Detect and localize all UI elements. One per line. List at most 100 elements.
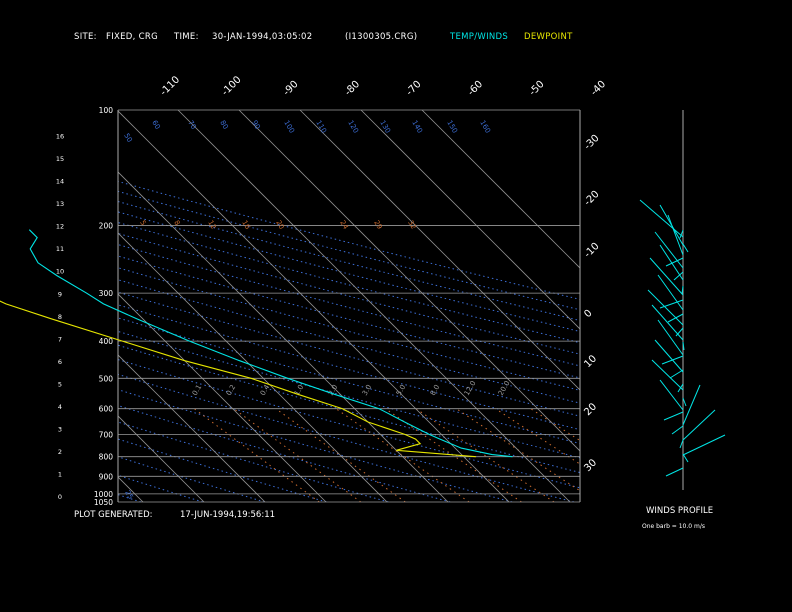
theta-e-label: 24 xyxy=(338,219,350,231)
data-series xyxy=(0,229,513,458)
mixing-ratio-line xyxy=(456,408,580,492)
theta-label: 130 xyxy=(378,119,392,135)
dry-adiabat-line xyxy=(118,405,451,502)
wind-barb xyxy=(654,231,684,269)
dewpoint-line xyxy=(0,300,476,458)
isotherm-line xyxy=(0,110,21,502)
theta-e-label: 20 xyxy=(274,219,285,231)
wind-barb-flag xyxy=(663,411,684,421)
wind-barb xyxy=(682,384,701,426)
height-label: 3 xyxy=(58,425,62,433)
wind-barb-flag xyxy=(665,257,684,267)
dry-adiabat-line xyxy=(118,190,580,311)
wind-profile xyxy=(639,199,726,477)
wind-barb-flag xyxy=(671,425,684,435)
pressure-label: 600 xyxy=(99,405,114,414)
pressure-label: 400 xyxy=(99,337,114,346)
wind-barb xyxy=(647,289,684,326)
isotherm-line xyxy=(118,232,388,502)
wind-barb xyxy=(654,339,684,373)
right-temp-label: 30 xyxy=(582,457,599,474)
dry-adiabat-line xyxy=(118,211,580,333)
theta-label: 60 xyxy=(150,119,161,131)
dry-adiabat-line xyxy=(118,291,580,417)
legend-temp-winds: TEMP/WINDS xyxy=(450,32,509,42)
mixing-ratio-label: 20.0 xyxy=(497,379,512,397)
right-temp-label: 10 xyxy=(582,353,599,370)
theta-label: 120 xyxy=(346,119,360,135)
wind-barb-flag xyxy=(675,327,684,337)
theta-label: 100 xyxy=(282,119,296,135)
wind-barb-flag xyxy=(679,229,684,239)
isotherm-line xyxy=(118,171,449,502)
wind-barb xyxy=(651,304,684,341)
dry-adiabat-line xyxy=(118,474,203,502)
dry-adiabat-line xyxy=(118,359,580,489)
right-temp-label: -20 xyxy=(582,189,601,208)
wind-barb-flag xyxy=(669,369,684,379)
dry-adiabat-line xyxy=(118,267,580,391)
site-value: FIXED, CRG xyxy=(106,32,158,42)
height-label: 14 xyxy=(56,178,64,186)
isotherm-line xyxy=(238,110,580,452)
isotherm-line xyxy=(118,354,266,502)
isotherm-line xyxy=(421,110,580,269)
isotherm-line xyxy=(177,110,571,502)
mixing-ratio-label: 12.0 xyxy=(463,379,478,397)
theta-e-label: 29 xyxy=(372,219,383,231)
pressure-label: 300 xyxy=(99,289,114,298)
top-temp-label: -70 xyxy=(404,79,423,98)
wind-barb-flag xyxy=(677,383,684,393)
pressure-label: 700 xyxy=(99,430,114,439)
height-label: 15 xyxy=(56,155,64,163)
time-label: TIME: xyxy=(174,32,199,42)
top-temp-label: -80 xyxy=(343,79,362,98)
wind-barb xyxy=(682,409,716,441)
dry-adiabat-line xyxy=(118,330,580,459)
theta-label: 150 xyxy=(445,119,459,135)
mixing-ratio-label: 0.1 xyxy=(191,383,203,397)
isotherm-line xyxy=(118,110,510,502)
dry-adiabat-line xyxy=(118,180,580,300)
isotherm-line xyxy=(299,110,580,391)
mixing-ratio-line xyxy=(495,408,580,465)
pressure-label: 100 xyxy=(99,106,114,115)
time-value: 30-JAN-1994,03:05:02 xyxy=(212,32,313,42)
dry-adiabat-line xyxy=(118,389,513,502)
height-label: 1 xyxy=(58,470,62,478)
adiabat-lines xyxy=(0,118,580,502)
height-label: 6 xyxy=(58,358,62,366)
top-temp-label: -60 xyxy=(466,79,485,98)
wind-barb xyxy=(659,244,684,281)
wind-barb-flag xyxy=(661,355,684,365)
height-label: 2 xyxy=(58,448,62,456)
legend-dewpoint: DEWPOINT xyxy=(524,32,573,42)
dry-adiabat-line xyxy=(0,118,79,502)
top-temp-label: -100 xyxy=(220,74,244,98)
theta-label: 90 xyxy=(250,119,261,131)
theta-e-label: 12 xyxy=(206,219,217,231)
theta-e-label: 32 xyxy=(406,219,417,231)
height-label: 4 xyxy=(58,403,62,411)
mixing-ratio-label: 3.0 xyxy=(361,383,373,397)
wind-barb-flag xyxy=(682,243,689,253)
mixing-ratio-line xyxy=(415,408,555,502)
dry-adiabat-line xyxy=(118,344,580,474)
wind-barb-flag xyxy=(673,271,684,281)
height-label: 10 xyxy=(56,268,64,276)
height-label: 16 xyxy=(56,133,64,141)
right-temp-label: 20 xyxy=(582,401,599,418)
barb-note: One barb = 10.0 m/s xyxy=(642,523,705,530)
theta-label: 70 xyxy=(186,119,197,131)
theta-e-label: 16 xyxy=(240,219,252,231)
wind-barb xyxy=(639,199,684,238)
temperature-line xyxy=(28,229,513,458)
theta-label: 50 xyxy=(122,132,133,144)
wind-barb-flag xyxy=(679,439,684,449)
theta-label: 80 xyxy=(218,119,229,131)
wind-barb-flag xyxy=(682,397,687,407)
theta-label: 160 xyxy=(478,119,492,135)
top-temp-label: -110 xyxy=(158,74,182,98)
top-temp-label: -50 xyxy=(527,79,546,98)
